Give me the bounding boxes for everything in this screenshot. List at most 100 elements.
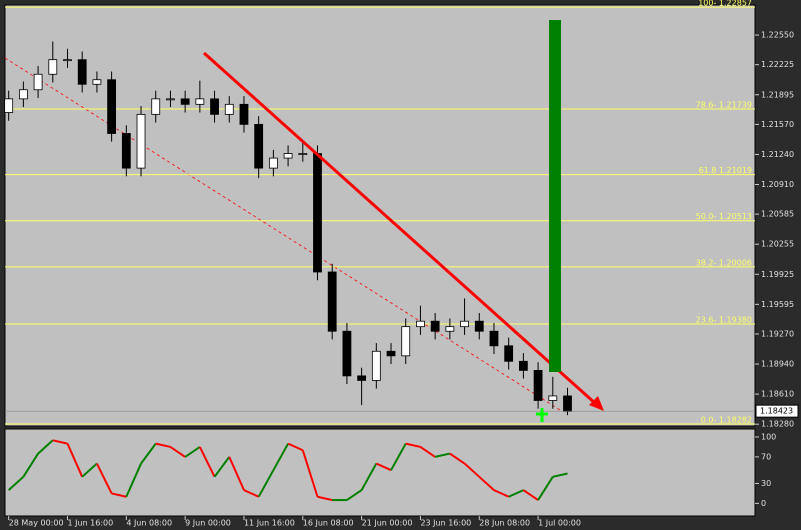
candle-body <box>342 330 352 377</box>
osc-segment <box>213 456 231 478</box>
osc-segment <box>140 443 157 465</box>
osc-tick-label: 0 <box>761 499 766 508</box>
osc-segment <box>537 476 554 501</box>
candle-body <box>548 395 558 401</box>
osc-segment <box>8 476 25 491</box>
fib-level-label: 78.6- 1.21739 <box>696 100 752 109</box>
y-tick-label: 1.20255 <box>761 240 794 249</box>
candle-body <box>533 370 543 401</box>
candle-body <box>77 59 87 85</box>
candle-body <box>489 330 499 347</box>
osc-segment <box>287 442 304 452</box>
fib-level-label: 0.0- 1.18282 <box>701 415 752 424</box>
osc-segment <box>155 442 171 448</box>
candle-body <box>386 350 396 357</box>
osc-segment <box>419 446 436 458</box>
candle-body <box>430 320 440 332</box>
osc-segment <box>552 472 568 478</box>
candle-body <box>416 320 425 328</box>
osc-segment <box>301 449 319 498</box>
candle-body <box>518 360 528 371</box>
osc-segment <box>243 489 260 498</box>
candle-body <box>151 98 161 115</box>
candle-body <box>136 113 146 169</box>
osc-segment <box>81 462 98 478</box>
y-tick-label: 1.22550 <box>761 31 794 40</box>
fib-level-label: 100- 1.22857 <box>698 0 752 8</box>
x-tick-label: 4 Jun 08:00 <box>126 519 172 528</box>
x-tick-label: 1 Jun 16:00 <box>68 519 114 528</box>
fib-level-label: 50.0- 1.20513 <box>696 212 752 221</box>
candle-body <box>298 153 308 155</box>
y-tick-label: 1.18610 <box>761 390 794 399</box>
osc-segment <box>360 463 378 491</box>
osc-segment <box>478 476 495 491</box>
last-price-label: 1.18423 <box>760 407 793 416</box>
osc-segment <box>449 452 466 465</box>
osc-tick-label: 100 <box>761 432 776 441</box>
x-tick-label: 28 Jun 08:00 <box>479 519 530 528</box>
y-tick-label: 1.22225 <box>761 60 794 69</box>
candle-body <box>239 103 249 125</box>
osc-tick-label: 30 <box>761 479 771 488</box>
oscillator-panel <box>4 428 756 517</box>
candle-body <box>195 98 205 105</box>
candle-body <box>224 103 234 115</box>
y-tick-label: 1.19925 <box>761 270 794 279</box>
y-tick-label: 1.18940 <box>761 360 794 369</box>
candle-body <box>563 395 572 412</box>
osc-segment <box>272 443 289 471</box>
osc-segment <box>405 442 421 448</box>
candle-body <box>48 59 58 75</box>
candle-body <box>92 79 102 85</box>
x-tick-label: 11 Jun 16:00 <box>244 519 295 528</box>
osc-segment <box>434 452 451 458</box>
y-tick-label: 1.20910 <box>761 180 794 189</box>
osc-segment <box>346 489 363 501</box>
candle-body <box>210 98 219 115</box>
candle-body <box>63 59 72 62</box>
osc-segment <box>522 489 539 501</box>
x-tick-label: 16 Jun 08:00 <box>303 519 354 528</box>
osc-segment <box>22 453 39 478</box>
osc-segment <box>375 462 392 472</box>
channel-line <box>4 57 561 411</box>
y-tick-label: 1.18280 <box>761 420 794 429</box>
candle-body <box>313 153 322 273</box>
candle-body <box>474 320 484 332</box>
osc-segment <box>257 469 275 498</box>
osc-segment <box>228 456 245 491</box>
candle-body <box>254 123 264 169</box>
candle-body <box>4 98 14 113</box>
x-tick-label: 1 Jul 00:00 <box>538 519 581 528</box>
osc-segment <box>96 463 113 494</box>
osc-segment <box>125 463 142 498</box>
fib-level-label: 38.2- 1.20006 <box>696 258 752 267</box>
candle-body <box>107 79 117 134</box>
candle-body <box>180 98 190 105</box>
osc-segment <box>463 462 480 478</box>
osc-tick-label: 70 <box>761 452 771 461</box>
osc-segment <box>390 443 407 471</box>
fib-level-label: 61.8 1.21019 <box>699 166 752 175</box>
osc-segment <box>66 443 84 478</box>
candle-body <box>357 375 367 381</box>
fib-level-label: 23.6- 1.19380 <box>696 315 752 324</box>
candle-body <box>268 157 278 169</box>
y-tick-label: 1.21570 <box>761 120 794 129</box>
osc-segment <box>493 489 510 498</box>
signal-marker <box>536 408 548 422</box>
osc-segment <box>111 492 127 498</box>
y-tick-label: 1.21895 <box>761 90 794 99</box>
osc-segment <box>317 495 333 502</box>
candle-body <box>33 73 43 91</box>
candle-body <box>166 98 175 101</box>
osc-segment <box>198 446 216 478</box>
osc-segment <box>37 439 54 455</box>
candle-body <box>327 271 337 332</box>
last-price-box <box>755 404 799 418</box>
y-tick-label: 1.21240 <box>761 150 794 159</box>
candle-body <box>445 326 455 332</box>
trend-line <box>202 51 598 406</box>
